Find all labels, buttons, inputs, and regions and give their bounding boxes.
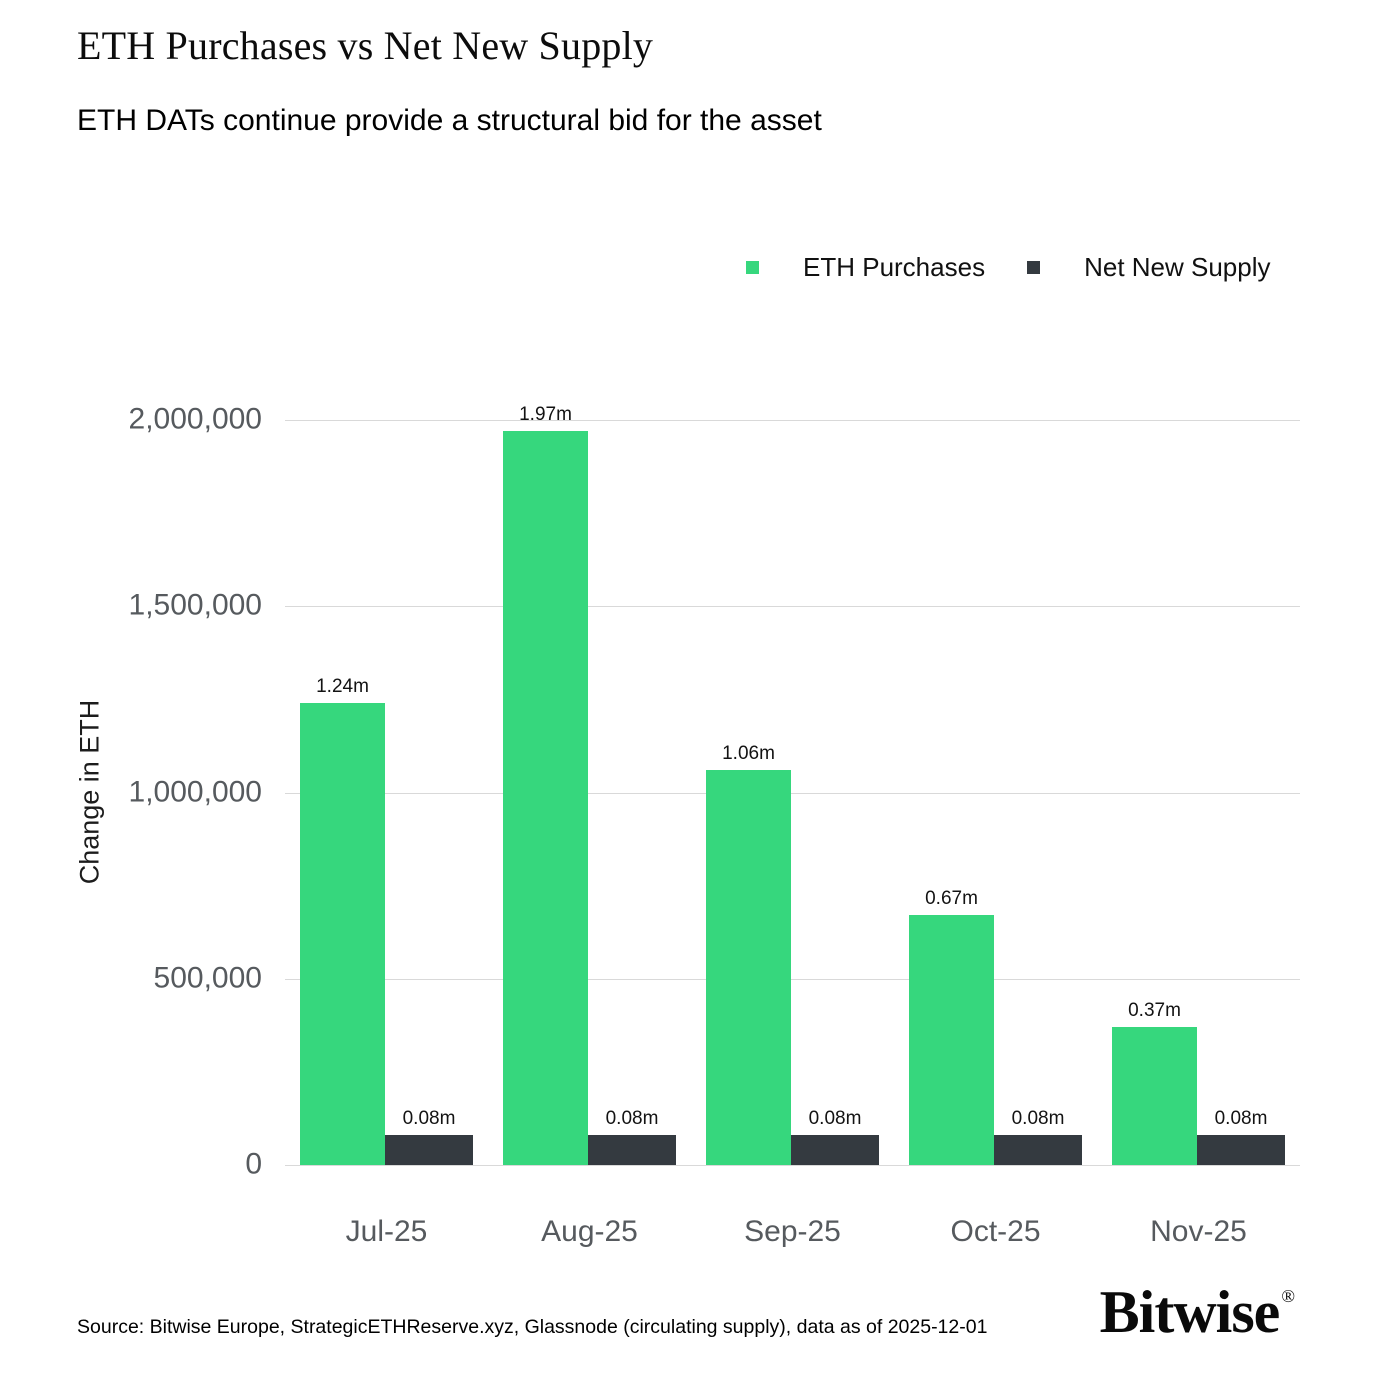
chart-subtitle: ETH DATs continue provide a structural b… [77, 104, 822, 137]
x-tick-label: Jul-25 [345, 1215, 428, 1248]
bar-eth-purchases-oct-25: 0.67m [909, 888, 994, 1165]
bar-eth-purchases-jul-25: 1.24m [300, 676, 385, 1165]
bar-value-label: 0.67m [925, 888, 978, 910]
chart-title: ETH Purchases vs Net New Supply [77, 23, 654, 68]
bar-group-oct-25: 0.67m 0.08m Oct-25 [894, 420, 1097, 1248]
y-tick-label: 1,000,000 [128, 774, 262, 808]
bitwise-logo-text: Bitwise [1099, 1279, 1281, 1345]
bar-net-new-supply-nov-25: 0.08m [1197, 1108, 1285, 1165]
legend-label: Net New Supply [1084, 251, 1271, 282]
bar-group-nov-25: 0.37m 0.08m Nov-25 [1097, 420, 1300, 1248]
x-tick-label: Oct-25 [950, 1215, 1041, 1248]
bitwise-logo: Bitwise ® [1100, 1278, 1295, 1347]
y-tick-label: 0 [245, 1147, 262, 1181]
bar-value-label: 0.08m [1214, 1108, 1268, 1130]
bar-net-new-supply-aug-25: 0.08m [588, 1108, 676, 1165]
bar-net-new-supply-sep-25: 0.08m [791, 1108, 879, 1165]
bar-group-sep-25: 1.06m 0.08m Sep-25 [691, 420, 894, 1248]
bar-value-label: 0.08m [808, 1108, 862, 1130]
y-tick-label: 2,000,000 [128, 402, 262, 436]
bar-net-new-supply-jul-25: 0.08m [385, 1108, 473, 1165]
legend-item-eth-purchases: ETH Purchases [746, 252, 985, 283]
legend-label: ETH Purchases [803, 251, 986, 282]
y-tick-label: 1,500,000 [128, 588, 262, 622]
gridline [285, 978, 1300, 980]
x-tick-label: Aug-25 [541, 1215, 638, 1248]
bar-eth-purchases-sep-25: 1.06m [706, 743, 791, 1165]
bar-value-label: 1.06m [722, 743, 775, 765]
source-note: Source: Bitwise Europe, StrategicETHRese… [77, 1316, 988, 1338]
gridline [285, 1165, 1300, 1166]
gridline [285, 606, 1300, 608]
y-tick-label: 500,000 [153, 961, 262, 995]
legend-item-net-new-supply: Net New Supply [1027, 251, 1271, 283]
bar-group-jul-25: 1.24m 0.08m Jul-25 [285, 420, 488, 1248]
legend: ETH Purchases Net New Supply [746, 250, 1271, 284]
bar-value-label: 0.08m [605, 1108, 659, 1130]
plot-area: 1.24m 0.08m Jul-25 1.97m 0.08m Aug-25 1.06m 0.0… [285, 404, 1300, 1248]
bar-value-label: 1.24m [316, 676, 369, 698]
gridline [285, 792, 1300, 794]
gridline [285, 420, 1300, 421]
bar-value-label: 0.08m [1011, 1108, 1065, 1130]
registered-trademark-icon: ® [1281, 1286, 1295, 1306]
bar-group-aug-25: 1.97m 0.08m Aug-25 [488, 404, 691, 1248]
bar-value-label: 1.97m [519, 404, 572, 426]
y-axis-ticks: 0 500,000 1,000,000 1,500,000 2,000,000 [0, 402, 262, 1180]
bar-value-label: 0.08m [402, 1108, 456, 1130]
chart-area: Change in ETH 0 500,000 1,000,000 1,500,000… [0, 402, 1377, 1248]
bar-eth-purchases-nov-25: 0.37m [1112, 1000, 1197, 1165]
x-tick-label: Nov-25 [1150, 1215, 1247, 1248]
bar-net-new-supply-oct-25: 0.08m [994, 1108, 1082, 1165]
legend-swatch-icon [1027, 260, 1041, 274]
bar-value-label: 0.37m [1128, 1000, 1181, 1022]
bar-eth-purchases-aug-25: 1.97m [503, 404, 588, 1165]
x-tick-label: Sep-25 [744, 1215, 841, 1248]
legend-swatch-icon [746, 260, 759, 274]
